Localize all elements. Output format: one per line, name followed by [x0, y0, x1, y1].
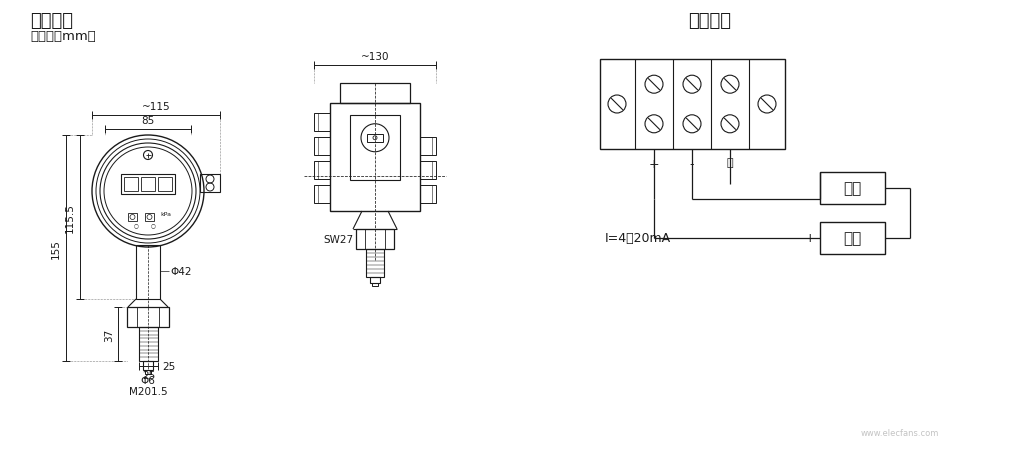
Bar [145, 370, 151, 374]
Bar [121, 174, 175, 195]
Bar [420, 162, 436, 179]
Bar [820, 173, 885, 205]
Text: 115.5: 115.5 [65, 202, 75, 232]
Bar [367, 134, 383, 142]
Text: +: + [804, 232, 815, 245]
Text: Φ42: Φ42 [170, 266, 192, 276]
Bar [145, 213, 154, 222]
Text: SW27: SW27 [324, 235, 354, 245]
Text: -: - [889, 232, 893, 245]
Bar [420, 138, 436, 156]
Text: 37: 37 [104, 328, 114, 341]
Bar [370, 277, 380, 283]
Text: 155: 155 [51, 239, 61, 258]
Text: ~115: ~115 [142, 102, 171, 112]
Bar [350, 116, 400, 180]
Text: 25: 25 [162, 361, 176, 371]
Bar [127, 308, 170, 327]
Bar [141, 178, 155, 191]
Text: I=4～20mA: I=4～20mA [605, 232, 671, 245]
Bar [143, 361, 153, 370]
Bar [820, 223, 885, 254]
Text: kPa: kPa [160, 212, 172, 217]
Bar [314, 185, 330, 203]
Text: 25: 25 [142, 370, 155, 380]
Bar [420, 185, 436, 203]
Bar [314, 138, 330, 156]
Bar [373, 283, 378, 286]
Text: Φ6: Φ6 [140, 375, 155, 385]
Bar [340, 84, 410, 104]
Bar [124, 178, 138, 191]
Text: -: - [690, 157, 694, 171]
Text: ○: ○ [150, 223, 155, 228]
Bar [139, 327, 158, 361]
Text: 电气连接: 电气连接 [688, 12, 732, 30]
Bar [366, 249, 384, 277]
Bar [128, 213, 137, 222]
Text: +: + [649, 157, 660, 171]
Text: 85: 85 [141, 116, 154, 126]
Bar [200, 174, 220, 193]
Bar [158, 178, 172, 191]
Text: 电源: 电源 [842, 231, 861, 246]
Bar [136, 246, 160, 299]
Text: www.elecfans.com: www.elecfans.com [861, 428, 939, 437]
Bar [330, 104, 420, 212]
Text: 外形结构: 外形结构 [30, 12, 73, 30]
Text: M201.5: M201.5 [129, 386, 167, 396]
Text: 负载: 负载 [842, 181, 861, 196]
Bar [600, 60, 785, 150]
Bar [314, 162, 330, 179]
Text: ~130: ~130 [360, 52, 389, 62]
Text: ⏚: ⏚ [727, 157, 733, 168]
Text: ○: ○ [134, 223, 138, 228]
Bar [314, 114, 330, 132]
Bar [356, 230, 394, 249]
Text: （单位：mm）: （单位：mm） [30, 30, 95, 43]
